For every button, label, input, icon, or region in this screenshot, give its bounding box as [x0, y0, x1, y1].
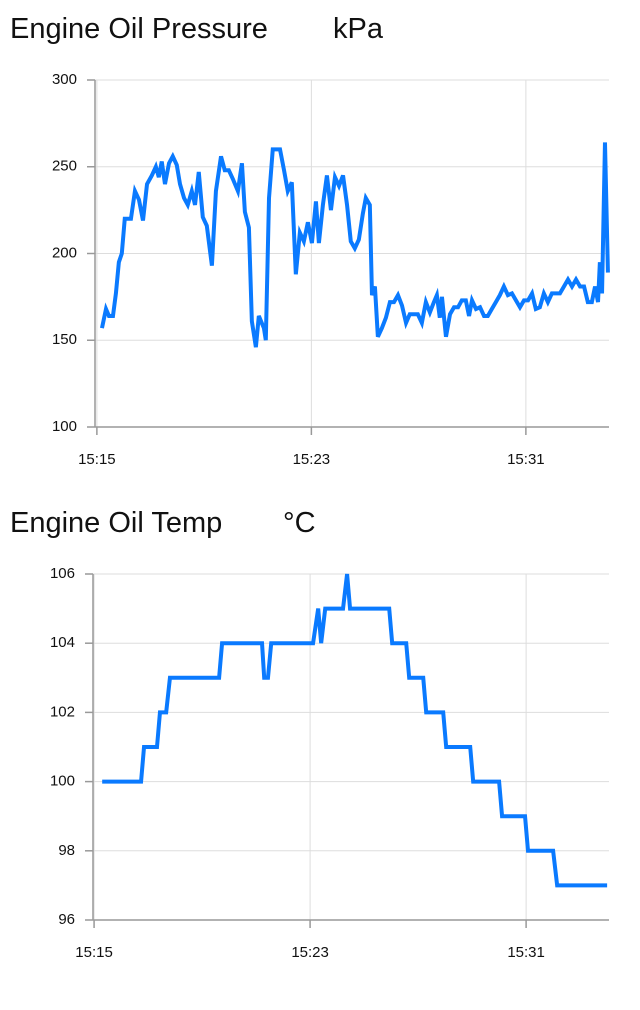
y-tick-label: 106	[50, 565, 75, 582]
y-tick-label: 200	[52, 244, 77, 261]
data-line	[100, 142, 610, 348]
data-line	[102, 573, 608, 888]
chart-title: Engine Oil Temp	[10, 507, 222, 539]
x-tick-label: 15:31	[507, 451, 545, 468]
y-tick-label: 100	[50, 773, 75, 790]
y-tick-label: 96	[58, 911, 75, 928]
y-tick-label: 300	[52, 71, 77, 88]
x-tick-label: 15:23	[291, 944, 329, 961]
x-tick-label: 15:15	[78, 451, 116, 468]
y-tick-label: 98	[58, 842, 75, 859]
chart-title: Engine Oil Pressure	[10, 13, 268, 45]
x-tick-label: 15:23	[293, 451, 331, 468]
unit-label: kPa	[333, 13, 384, 45]
y-tick-label: 150	[52, 331, 77, 348]
y-tick-label: 104	[50, 634, 75, 651]
x-tick-label: 15:15	[75, 944, 113, 961]
y-tick-label: 102	[50, 703, 75, 720]
y-tick-label: 100	[52, 418, 77, 435]
x-tick-label: 15:31	[507, 944, 545, 961]
y-tick-label: 250	[52, 158, 77, 175]
unit-label: °C	[283, 507, 316, 539]
